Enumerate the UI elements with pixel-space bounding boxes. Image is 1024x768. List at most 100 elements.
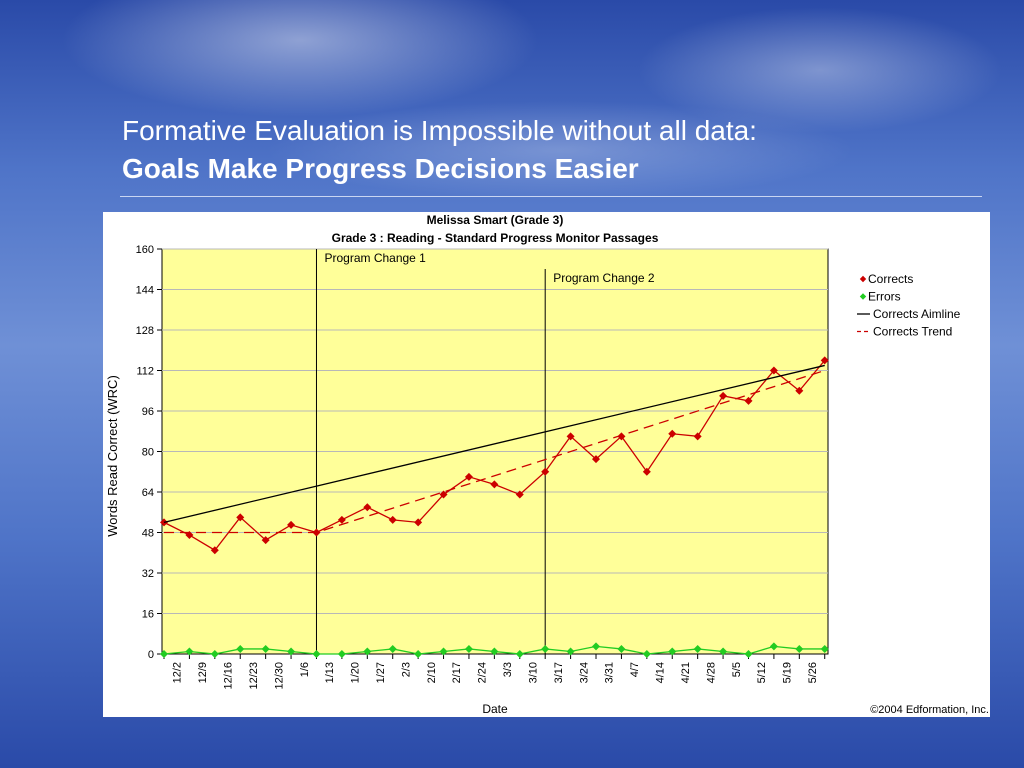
- x-tick-label: 12/2: [172, 662, 184, 683]
- x-tick-label: 4/28: [705, 662, 717, 683]
- y-tick-label: 128: [136, 325, 154, 337]
- x-tick-label: 1/13: [324, 662, 336, 683]
- corrects-point: [820, 356, 829, 365]
- errors-point: [592, 642, 601, 651]
- errors-point: [617, 644, 626, 653]
- y-tick-label: 0: [148, 649, 154, 661]
- corrects-point: [541, 467, 550, 476]
- errors-point: [464, 644, 473, 653]
- corrects-point: [414, 518, 423, 527]
- errors-point: [820, 644, 829, 653]
- slide-title: Formative Evaluation is Impossible witho…: [122, 112, 1002, 188]
- x-tick-label: 12/16: [223, 662, 235, 690]
- x-tick-label: 2/24: [477, 662, 489, 683]
- corrects-point: [642, 467, 651, 476]
- errors-point: [719, 647, 728, 656]
- corrects-point: [617, 432, 626, 441]
- x-tick-label: 1/27: [375, 662, 387, 683]
- errors-point: [490, 647, 499, 656]
- y-axis-label: Words Read Correct (WRC): [105, 375, 120, 537]
- errors-point: [769, 642, 778, 651]
- errors-point: [439, 647, 448, 656]
- x-tick-label: 12/30: [273, 662, 285, 690]
- x-tick-label: 4/21: [680, 662, 692, 683]
- corrects-point: [464, 472, 473, 481]
- y-tick-label: 16: [142, 609, 154, 621]
- errors-point: [337, 650, 346, 658]
- errors-point: [642, 650, 651, 658]
- x-tick-label: 2/3: [400, 662, 412, 677]
- corrects-trend-line: [164, 369, 825, 534]
- errors-point: [414, 650, 423, 658]
- corrects-point: [719, 391, 728, 400]
- y-tick-label: 32: [142, 568, 154, 580]
- legend-corrects-label: Corrects: [868, 272, 913, 286]
- corrects-point: [592, 455, 601, 464]
- legend-corrects-trend-label: Corrects Trend: [873, 325, 952, 339]
- corrects-point: [744, 396, 753, 405]
- corrects-point: [388, 515, 397, 524]
- errors-point: [566, 647, 575, 656]
- x-tick-label: 12/23: [248, 662, 260, 690]
- corrects-point: [185, 531, 194, 540]
- program-change-label: Program Change 2: [553, 271, 655, 285]
- chart-panel: Melissa Smart (Grade 3) Grade 3 : Readin…: [103, 212, 990, 717]
- legend-errors-marker: [859, 293, 867, 300]
- y-tick-label: 64: [142, 487, 154, 499]
- x-tick-label: 2/10: [426, 662, 438, 683]
- corrects-point: [363, 503, 372, 512]
- errors-point: [185, 647, 194, 656]
- corrects-point: [287, 520, 296, 529]
- x-tick-label: 5/26: [807, 662, 819, 683]
- y-tick-label: 160: [136, 244, 154, 256]
- x-tick-label: 2/17: [451, 662, 463, 683]
- chart-title: Melissa Smart (Grade 3): [427, 213, 564, 227]
- x-tick-label: 3/10: [527, 662, 539, 683]
- corrects-point: [261, 536, 270, 545]
- corrects-point: [490, 480, 499, 489]
- x-tick-label: 5/5: [731, 662, 743, 677]
- errors-point: [795, 644, 804, 653]
- slide-title-line2: Goals Make Progress Decisions Easier: [122, 153, 639, 184]
- x-axis-label: Date: [482, 702, 508, 716]
- legend-corrects-marker: [859, 275, 867, 283]
- errors-point: [515, 650, 524, 658]
- x-tick-label: 1/20: [350, 662, 362, 683]
- corrects-point: [210, 546, 219, 555]
- y-tick-label: 96: [142, 406, 154, 418]
- x-tick-label: 4/14: [655, 662, 667, 683]
- corrects-point: [769, 366, 778, 375]
- program-change-label: Program Change 1: [324, 251, 426, 265]
- x-tick-label: 4/7: [629, 662, 641, 677]
- errors-point: [312, 650, 321, 658]
- slide-title-line1: Formative Evaluation is Impossible witho…: [122, 115, 757, 146]
- errors-point: [693, 644, 702, 653]
- x-tick-label: 5/19: [782, 662, 794, 683]
- progress-chart: Melissa Smart (Grade 3) Grade 3 : Readin…: [105, 213, 989, 716]
- errors-point: [388, 644, 397, 653]
- errors-point: [744, 650, 753, 658]
- x-tick-label: 12/9: [197, 662, 209, 683]
- errors-point: [541, 644, 550, 653]
- errors-point: [287, 647, 296, 656]
- corrects-aimline-line: [163, 364, 825, 524]
- errors-point: [668, 647, 677, 656]
- x-tick-label: 5/12: [756, 662, 768, 683]
- title-divider: [120, 196, 982, 197]
- corrects-point: [515, 490, 524, 499]
- corrects-point: [566, 432, 575, 441]
- x-tick-label: 3/17: [553, 662, 565, 683]
- legend-errors-label: Errors: [868, 290, 901, 304]
- y-tick-label: 48: [142, 528, 154, 540]
- errors-point: [210, 650, 219, 658]
- x-tick-label: 3/3: [502, 662, 514, 677]
- errors-point: [261, 644, 270, 653]
- errors-point: [363, 647, 372, 656]
- corrects-point: [236, 513, 245, 522]
- x-tick-label: 1/6: [299, 662, 311, 677]
- corrects-point: [337, 515, 346, 524]
- corrects-point: [795, 386, 804, 395]
- y-tick-label: 144: [136, 285, 154, 297]
- copyright-label: ©2004 Edformation, Inc.: [870, 704, 989, 716]
- y-tick-label: 80: [142, 447, 154, 459]
